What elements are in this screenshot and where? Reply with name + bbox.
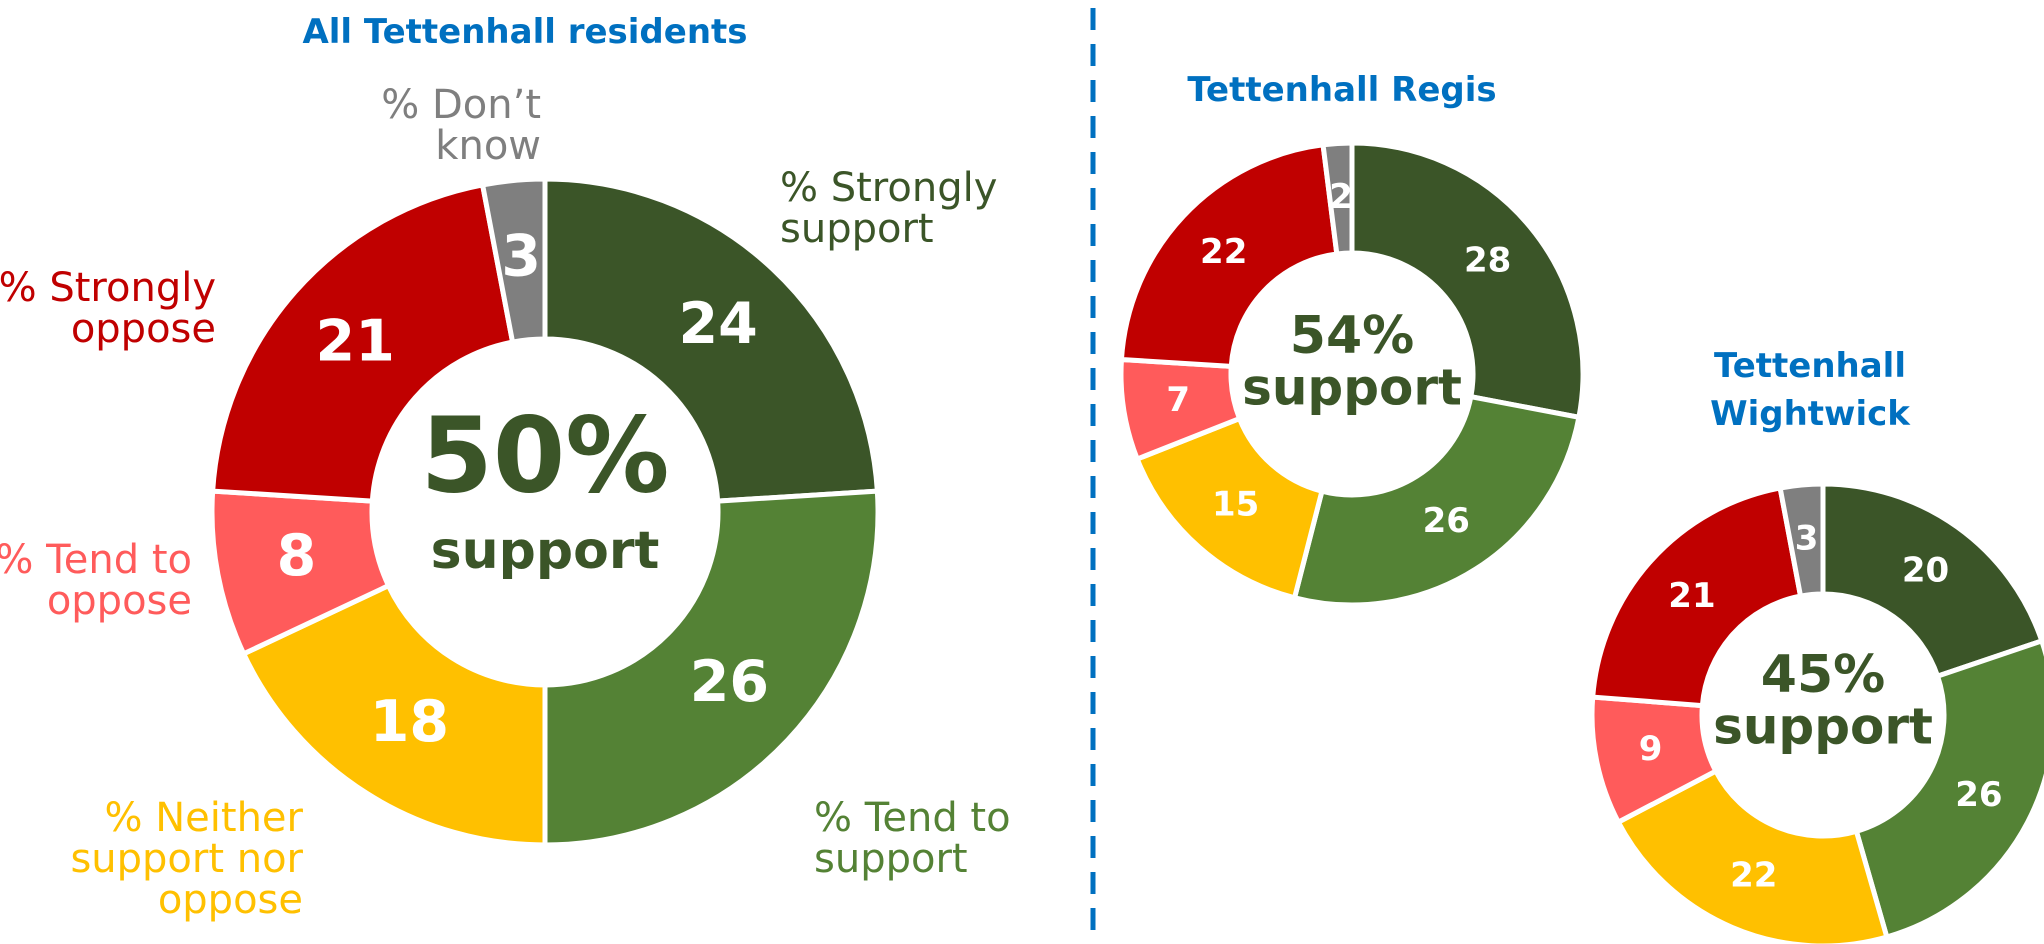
donut-slice — [1820, 481, 2044, 680]
slice-label: 22 — [1200, 232, 1247, 272]
donut-slice — [1777, 481, 1826, 600]
slice-label: 26 — [1955, 775, 2002, 815]
chart-title: Tettenhall Wightwick — [1710, 346, 1910, 434]
legend-label: % Strongly support — [780, 165, 998, 252]
donut-slice — [542, 488, 881, 848]
legend-label: % Don’t know — [381, 82, 541, 169]
legend-label: % Tend to oppose — [0, 537, 192, 624]
center-value: 54% — [1290, 306, 1414, 366]
slice-label: 20 — [1902, 550, 1949, 590]
slice-label: 26 — [690, 649, 769, 715]
legend-label: % Strongly oppose — [0, 265, 216, 352]
slice-label: 22 — [1730, 855, 1777, 895]
donut-slice — [1590, 485, 1804, 709]
slice-label: 8 — [277, 523, 317, 589]
slice-label: 26 — [1423, 501, 1470, 541]
center-label: support — [1242, 359, 1462, 417]
slice-label: 3 — [1795, 518, 1819, 558]
donut-slice — [1614, 767, 1890, 944]
center-value: 50% — [421, 394, 670, 516]
chart-title: All Tettenhall residents — [302, 12, 748, 52]
slice-label: 18 — [370, 689, 449, 755]
slice-label: 15 — [1212, 485, 1259, 525]
slice-label: 24 — [679, 291, 758, 357]
slice-label: 9 — [1639, 729, 1663, 769]
legend-label: % Tend to support — [814, 795, 1011, 882]
donut-slice — [210, 181, 516, 504]
donut-slice — [1320, 140, 1355, 257]
slice-label: 3 — [501, 224, 541, 290]
chart-title: Tettenhall Regis — [1187, 70, 1497, 110]
slice-label: 21 — [1668, 576, 1715, 616]
donut-slice — [1133, 415, 1325, 601]
legend-label: % Neither support nor oppose — [70, 795, 303, 923]
center-label: support — [1713, 698, 1933, 756]
slice-label: 2 — [1329, 177, 1353, 217]
donut-slice — [542, 176, 880, 504]
donut-slice — [240, 582, 548, 848]
slice-label: 7 — [1166, 380, 1190, 420]
donut-slice — [1118, 142, 1340, 370]
center-value: 45% — [1761, 645, 1885, 705]
slice-label: 21 — [316, 308, 395, 374]
donut-slice — [1349, 140, 1586, 421]
center-label: support — [431, 521, 660, 581]
donut-slice — [479, 176, 548, 345]
donut-slice — [1291, 393, 1582, 608]
slice-label: 28 — [1464, 240, 1511, 280]
donut-slice — [1853, 637, 2044, 941]
